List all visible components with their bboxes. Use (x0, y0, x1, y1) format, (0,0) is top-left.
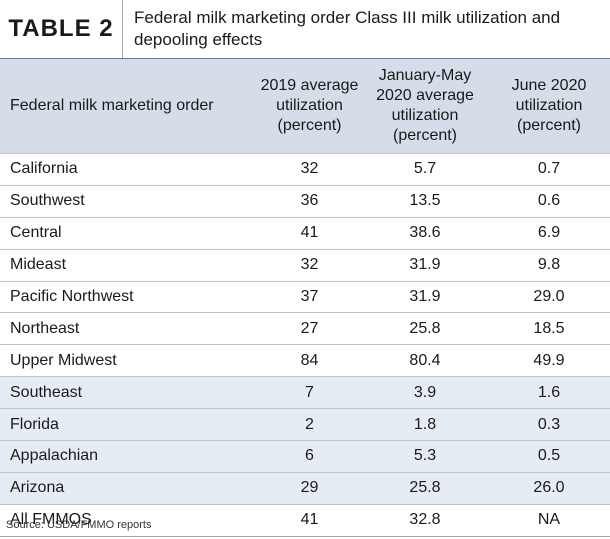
utilization-2019: 27 (257, 312, 362, 345)
order-name: Arizona (0, 471, 257, 505)
utilization-jan-may-2020: 80.4 (362, 344, 488, 377)
order-name: All FMMOS (0, 503, 257, 537)
utilization-june-2020: 6.9 (488, 216, 610, 250)
utilization-june-2020: 9.8 (488, 248, 610, 282)
utilization-2019: 7 (257, 376, 362, 409)
utilization-2019: 41 (257, 216, 362, 250)
order-name: California (0, 153, 257, 186)
source-note: Source: USDA/FMMO reports (6, 519, 152, 531)
table-row: Northeast 27 25.8 18.5 (0, 312, 610, 345)
table-row: Arizona 29 25.8 26.0 (0, 471, 610, 505)
utilization-jan-may-2020: 25.8 (362, 471, 488, 505)
column-header: January-May 2020 average utilization (pe… (362, 59, 488, 154)
table-row: Central 41 38.6 6.9 (0, 216, 610, 250)
table-row: Southeast 7 3.9 1.6 (0, 376, 610, 409)
utilization-jan-may-2020: 1.8 (362, 408, 488, 441)
utilization-jan-may-2020: 32.8 (362, 503, 488, 537)
table-row: Pacific Northwest 37 31.9 29.0 (0, 280, 610, 313)
utilization-jan-may-2020: 13.5 (362, 184, 488, 218)
order-name: Appalachian (0, 440, 257, 473)
table-row: All FMMOS 41 32.8 NA (0, 503, 610, 537)
table-row: Florida 2 1.8 0.3 (0, 408, 610, 441)
column-header: June 2020 utilization (percent) (488, 59, 610, 154)
utilization-june-2020: 29.0 (488, 280, 610, 313)
order-name: Southwest (0, 184, 257, 218)
table-row: Southwest 36 13.5 0.6 (0, 184, 610, 218)
utilization-2019: 32 (257, 248, 362, 282)
utilization-june-2020: 0.3 (488, 408, 610, 441)
utilization-2019: 29 (257, 471, 362, 505)
utilization-june-2020: 0.7 (488, 153, 610, 186)
utilization-june-2020: 0.6 (488, 184, 610, 218)
utilization-2019: 36 (257, 184, 362, 218)
utilization-jan-may-2020: 3.9 (362, 376, 488, 409)
order-name: Southeast (0, 376, 257, 409)
order-name: Upper Midwest (0, 344, 257, 377)
order-name: Central (0, 216, 257, 250)
utilization-june-2020: 26.0 (488, 471, 610, 505)
column-header: 2019 average utilization (percent) (257, 59, 362, 154)
utilization-2019: 6 (257, 440, 362, 473)
utilization-jan-may-2020: 5.3 (362, 440, 488, 473)
column-header: Federal milk marketing order (0, 59, 257, 154)
table-title: Federal milk marketing order Class III m… (134, 8, 561, 49)
table-row: Mideast 32 31.9 9.8 (0, 248, 610, 282)
utilization-jan-may-2020: 5.7 (362, 153, 488, 186)
table-label: TABLE 2 (0, 0, 123, 58)
utilization-june-2020: 1.6 (488, 376, 610, 409)
utilization-jan-may-2020: 31.9 (362, 248, 488, 282)
utilization-june-2020: 18.5 (488, 312, 610, 345)
utilization-2019: 84 (257, 344, 362, 377)
order-name: Florida (0, 408, 257, 441)
order-name: Pacific Northwest (0, 280, 257, 313)
table-row: Appalachian 6 5.3 0.5 (0, 440, 610, 473)
utilization-2019: 32 (257, 153, 362, 186)
utilization-jan-may-2020: 38.6 (362, 216, 488, 250)
utilization-june-2020: 0.5 (488, 440, 610, 473)
utilization-jan-may-2020: 25.8 (362, 312, 488, 345)
order-name: Mideast (0, 248, 257, 282)
header-row: Federal milk marketing order 2019 averag… (0, 59, 610, 154)
table-row: Upper Midwest 84 80.4 49.9 (0, 344, 610, 377)
utilization-june-2020: 49.9 (488, 344, 610, 377)
utilization-2019: 37 (257, 280, 362, 313)
order-name: Northeast (0, 312, 257, 345)
table-row: California 32 5.7 0.7 (0, 153, 610, 186)
utilization-jan-may-2020: 31.9 (362, 280, 488, 313)
utilization-2019: 41 (257, 503, 362, 537)
utilization-table: Federal milk marketing order 2019 averag… (0, 59, 610, 537)
title-bar: TABLE 2 Federal milk marketing order Cla… (0, 0, 610, 60)
utilization-2019: 2 (257, 408, 362, 441)
utilization-june-2020: NA (488, 503, 610, 537)
